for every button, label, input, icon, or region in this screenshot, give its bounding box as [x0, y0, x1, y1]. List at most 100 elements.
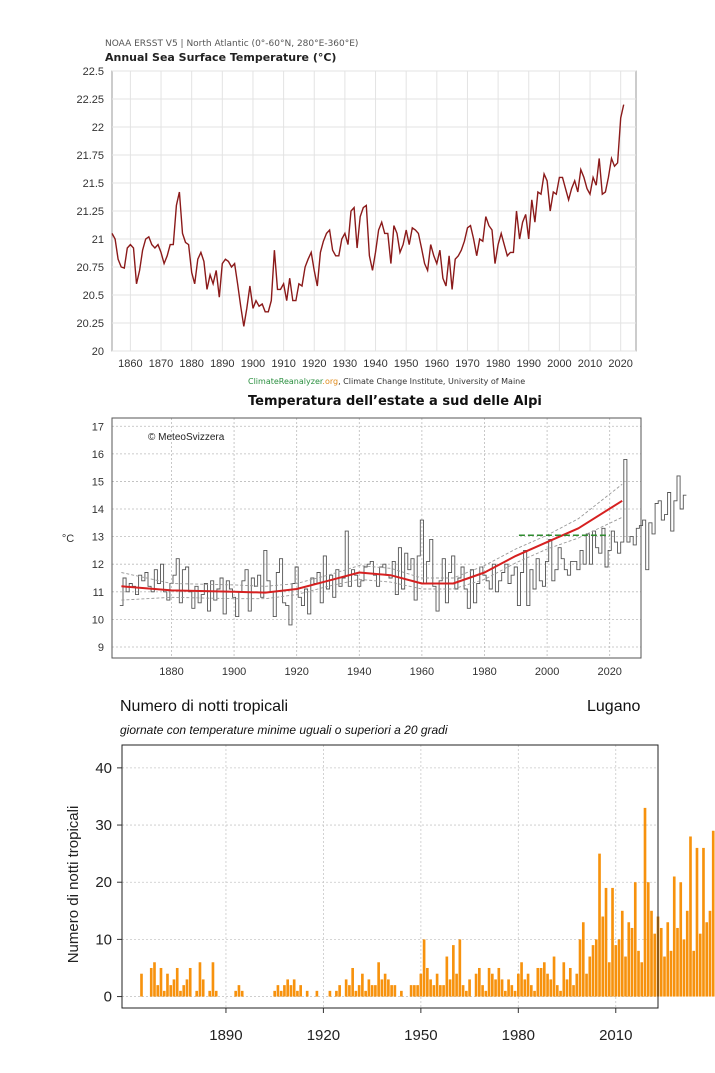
bar	[305, 990, 309, 997]
bar	[565, 979, 569, 997]
bar	[491, 973, 494, 997]
bar	[276, 985, 280, 997]
bar	[630, 927, 634, 997]
bar	[296, 990, 299, 997]
tropical-subtitle: giornate con temperature minime uguali o…	[120, 723, 448, 737]
bar	[357, 985, 361, 997]
x-tick-label: 1920	[284, 666, 308, 678]
bar	[452, 945, 455, 997]
bar	[435, 973, 439, 997]
x-tick-label: 1870	[149, 358, 173, 370]
bar	[497, 967, 501, 997]
bar	[201, 979, 205, 997]
credit-rest: , Climate Change Institute, University o…	[338, 377, 526, 386]
bar	[510, 985, 514, 997]
bar	[179, 990, 182, 997]
sst-series-line	[111, 104, 625, 327]
bar	[445, 956, 449, 997]
bar	[575, 973, 579, 997]
x-tick-label: 1890	[209, 1027, 242, 1044]
sst-subtitle: NOAA ERSST V5 | North Atlantic (0°-60°N,…	[105, 39, 359, 49]
smoothed-trend-line	[121, 499, 623, 594]
bar	[374, 985, 377, 997]
bar	[448, 979, 452, 997]
bar	[666, 922, 670, 997]
x-tick-label: 1880	[179, 358, 203, 370]
x-tick-label: 1910	[271, 358, 295, 370]
bar	[620, 910, 624, 997]
y-tick-label: 16	[92, 449, 104, 461]
bar	[169, 985, 173, 997]
bar	[484, 990, 488, 997]
summer-temp-chart: 9 10 11 12 13 14 15 16 17 1880 1900 1920 1940 1960 198…	[62, 417, 687, 678]
y-tick-label: 15	[92, 476, 104, 488]
bar	[299, 985, 302, 997]
plot-frame	[111, 417, 642, 659]
bar	[429, 979, 432, 997]
bar	[607, 962, 611, 997]
bar	[188, 967, 192, 997]
y-tick-label: 22.5	[83, 66, 104, 78]
bar	[364, 990, 367, 997]
bar	[562, 962, 566, 997]
sst-credit: ClimateReanalyzer.org, Climate Change In…	[248, 377, 525, 386]
x-tick-label: 1890	[210, 358, 234, 370]
bar	[419, 973, 423, 997]
x-tick-label: 1980	[486, 358, 510, 370]
bar	[198, 962, 202, 997]
bar	[286, 979, 289, 997]
bar	[413, 985, 416, 997]
bar	[711, 830, 715, 997]
y-tick-label: 12	[92, 559, 104, 571]
bar	[182, 985, 186, 997]
copyright-annotation: © MeteoSvizzera	[148, 432, 225, 443]
bar	[468, 979, 471, 997]
bar	[702, 847, 705, 997]
tropical-title: Numero di notti tropicali	[120, 698, 289, 715]
bar	[273, 990, 276, 997]
bar	[572, 985, 575, 997]
bar	[166, 973, 169, 997]
bar	[474, 973, 478, 997]
bar	[383, 973, 387, 997]
bar	[465, 990, 468, 997]
x-tick-label: 1920	[302, 358, 326, 370]
y-tick-label: 30	[95, 817, 112, 834]
bar	[705, 922, 709, 997]
bar	[172, 979, 176, 997]
bar	[624, 956, 627, 997]
bar	[240, 990, 244, 997]
x-tick-label: 1990	[517, 358, 541, 370]
bar	[685, 910, 689, 997]
x-tick-label: 1950	[404, 1027, 437, 1044]
bar	[536, 967, 540, 997]
x-tick-label: 1880	[159, 666, 183, 678]
y-tick-label: 10	[95, 931, 112, 948]
bar	[195, 990, 199, 997]
bar	[185, 979, 189, 997]
bar	[520, 962, 523, 997]
bar	[140, 973, 143, 997]
bar	[633, 882, 637, 997]
bar	[487, 967, 491, 997]
bar	[432, 985, 436, 997]
bar	[156, 985, 160, 997]
bar	[455, 973, 458, 997]
bar	[283, 985, 286, 997]
plot-frame	[121, 744, 659, 1009]
bar	[426, 967, 429, 997]
x-tick-label: 1940	[347, 666, 371, 678]
x-tick-label: 2010	[599, 1027, 632, 1044]
sst-line-chart: 20 20.25 20.5 20.75 21 21.25 21.5 21.75 22 22.25 2…	[76, 66, 637, 370]
bar	[338, 985, 341, 997]
bar	[335, 990, 338, 997]
bar	[643, 807, 647, 997]
bar	[279, 990, 283, 997]
bar	[439, 985, 442, 997]
bar	[552, 956, 556, 997]
bar	[377, 962, 380, 997]
x-tick-label: 1950	[394, 358, 418, 370]
bar	[234, 990, 238, 997]
bar	[361, 973, 364, 997]
bar	[617, 939, 621, 997]
